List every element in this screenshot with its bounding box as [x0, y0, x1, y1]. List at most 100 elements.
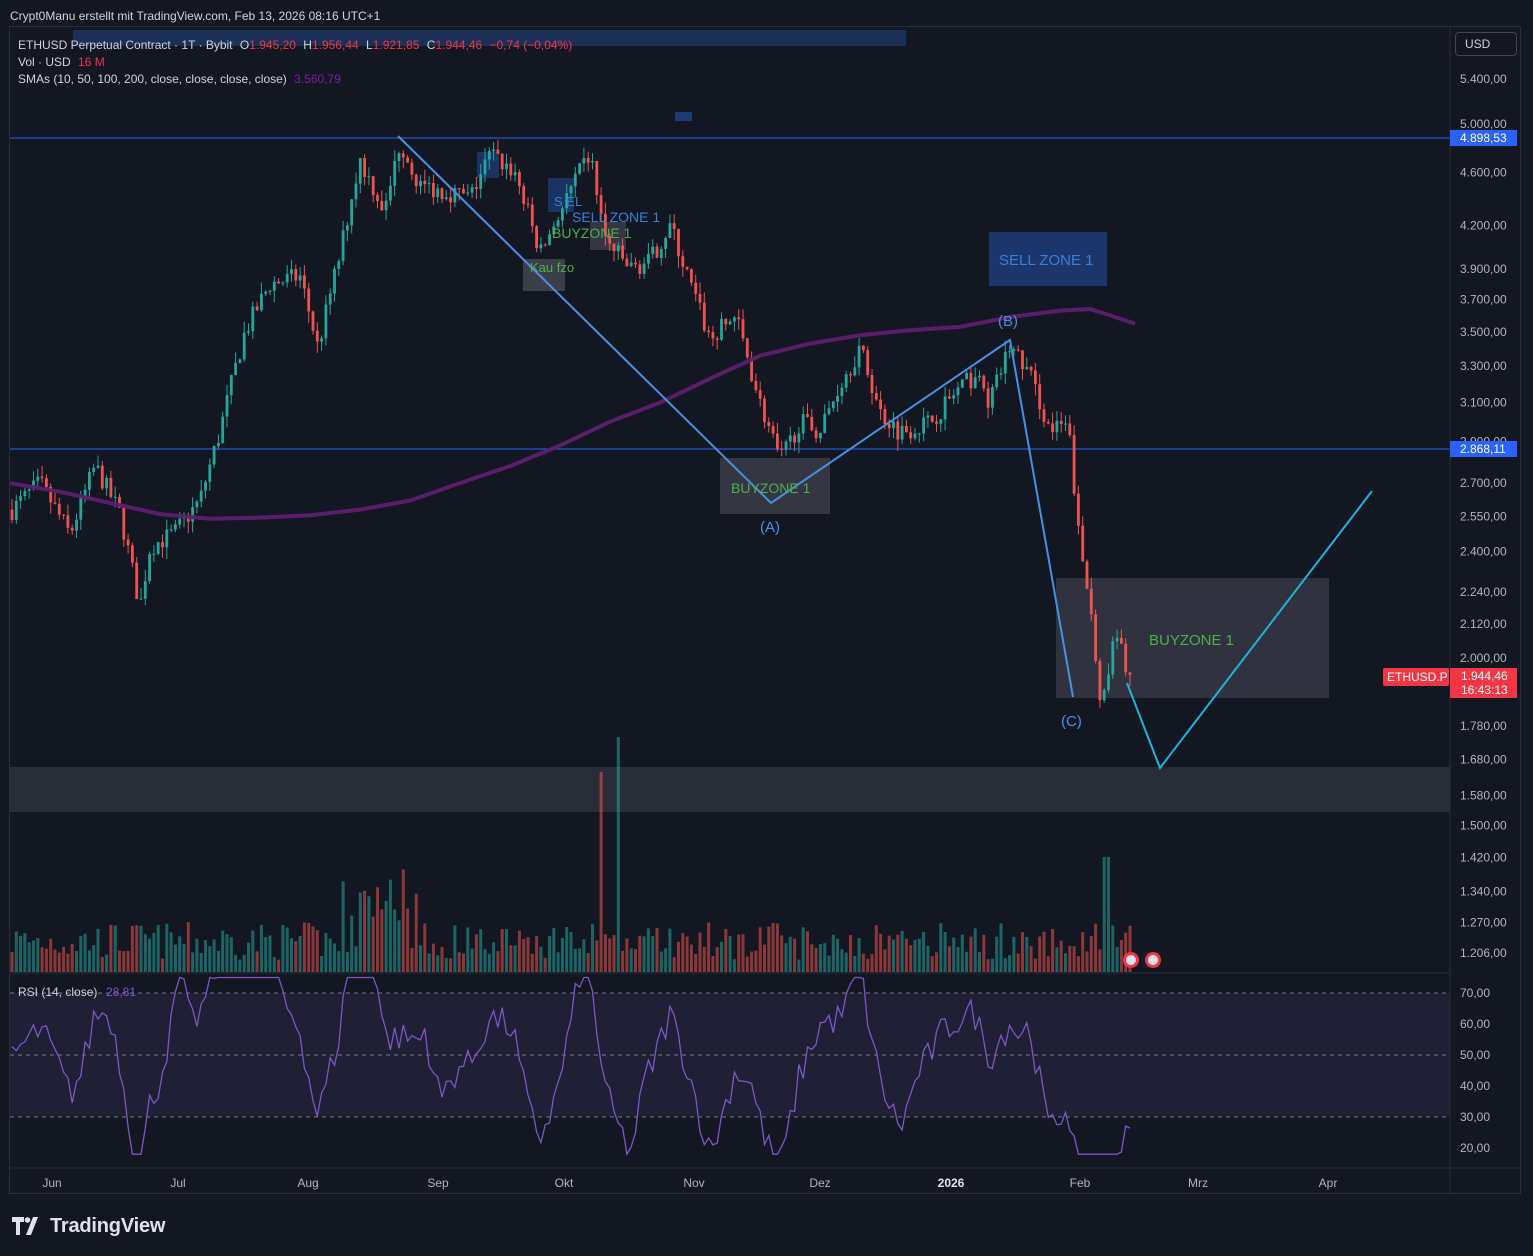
zone-box-support-band — [10, 767, 1450, 812]
candle — [397, 151, 401, 173]
rsi-label: RSI (14, close) — [18, 985, 97, 999]
candle — [1008, 345, 1011, 359]
volume-bar — [333, 943, 336, 972]
volume-bar — [1003, 958, 1007, 972]
volume-bar — [470, 948, 474, 972]
candle — [522, 183, 526, 212]
price-tick-7: 3.300,00 — [1460, 359, 1507, 373]
volume-bar — [810, 944, 814, 972]
volume-bar — [199, 952, 203, 972]
volume-bar — [939, 923, 943, 972]
candle — [328, 288, 332, 315]
candle — [621, 238, 624, 261]
volume-bar — [139, 925, 143, 972]
annotation-buyzone-a: BUYZONE 1 — [731, 480, 811, 496]
rsi-tick-3: 40,00 — [1460, 1079, 1490, 1093]
last-price-symbol: ETHUSD.P — [1387, 670, 1448, 684]
volume-bar — [259, 924, 263, 972]
volume-bar — [401, 869, 405, 972]
volume-bar — [818, 944, 822, 972]
volume-bar — [208, 946, 212, 972]
candle — [810, 408, 814, 432]
volume-bar — [376, 887, 379, 972]
candle — [978, 370, 981, 382]
candle — [969, 367, 973, 397]
currency-button[interactable]: USD — [1455, 32, 1517, 56]
candle — [707, 325, 710, 338]
last-price-value: 1.944,46 — [1461, 669, 1508, 683]
volume-bar — [969, 936, 973, 972]
candle — [591, 153, 594, 170]
candle — [320, 335, 323, 351]
candle — [212, 445, 216, 468]
volume-bar — [750, 951, 754, 972]
candle — [1115, 629, 1119, 650]
time-tick-mrz: Mrz — [1188, 1176, 1208, 1190]
candle — [999, 367, 1003, 380]
volume-bar — [625, 938, 629, 972]
legend-sma-label[interactable]: SMAs (10, 50, 100, 200, close, close, cl… — [18, 72, 287, 86]
volume-bar — [737, 934, 741, 972]
candle — [745, 338, 749, 359]
volume-bar — [917, 938, 921, 972]
candlesticks — [10, 139, 1132, 708]
volume-bar — [608, 938, 612, 972]
volume-bar — [118, 950, 121, 972]
candle — [664, 236, 667, 258]
zone-box-buy-small — [523, 259, 565, 291]
candle — [139, 587, 143, 600]
volume-bar — [548, 935, 551, 972]
volume-bar — [255, 951, 259, 972]
volume-bar — [173, 944, 177, 972]
volume-bar — [238, 959, 242, 972]
price-tick-11: 2.550,00 — [1460, 509, 1507, 523]
volume-bar — [345, 952, 349, 972]
volume-bar — [49, 938, 53, 972]
volume-bar — [57, 952, 61, 972]
volume-bar — [788, 936, 792, 972]
candle — [922, 407, 925, 442]
candle — [294, 264, 298, 287]
candle — [70, 524, 74, 535]
volume-bar — [466, 927, 470, 972]
volume-bar — [178, 936, 182, 972]
volume-bar — [904, 938, 908, 972]
candle — [926, 411, 930, 429]
volume-bar — [479, 929, 483, 972]
volume-bar — [629, 948, 633, 972]
volume-bar — [212, 939, 216, 972]
volume-bar — [591, 923, 594, 972]
candle — [100, 460, 104, 491]
volume-bar — [840, 949, 844, 972]
volume-bar — [1038, 936, 1042, 972]
volume-bar — [492, 942, 496, 972]
volume-bar — [87, 950, 91, 972]
legend-symbol[interactable]: ETHUSD Perpetual Contract · 1T · Bybit — [18, 38, 233, 52]
candle — [169, 524, 173, 533]
candle — [1042, 403, 1046, 428]
volume-bar — [27, 942, 31, 972]
volume-bar — [393, 909, 397, 972]
legend-vol-label[interactable]: Vol · USD — [18, 55, 71, 69]
candle — [337, 258, 341, 276]
volume-bar — [556, 952, 560, 972]
volume-bar — [440, 946, 444, 972]
candle — [582, 147, 586, 172]
chart-frame[interactable] — [9, 26, 1521, 1194]
candle — [298, 266, 302, 289]
candle — [965, 370, 968, 380]
volume-bar — [161, 958, 164, 972]
volume-bar — [1107, 857, 1110, 972]
candle — [1111, 636, 1115, 679]
volume-bar — [784, 943, 788, 972]
volume-bar — [1098, 949, 1102, 972]
volume-bar — [741, 934, 745, 972]
candle — [586, 151, 590, 172]
volume-bar — [655, 928, 659, 972]
candle — [1064, 415, 1067, 432]
candle — [66, 504, 70, 534]
candle — [191, 497, 194, 533]
volume-bar — [165, 923, 169, 972]
volume-bar — [195, 938, 199, 972]
